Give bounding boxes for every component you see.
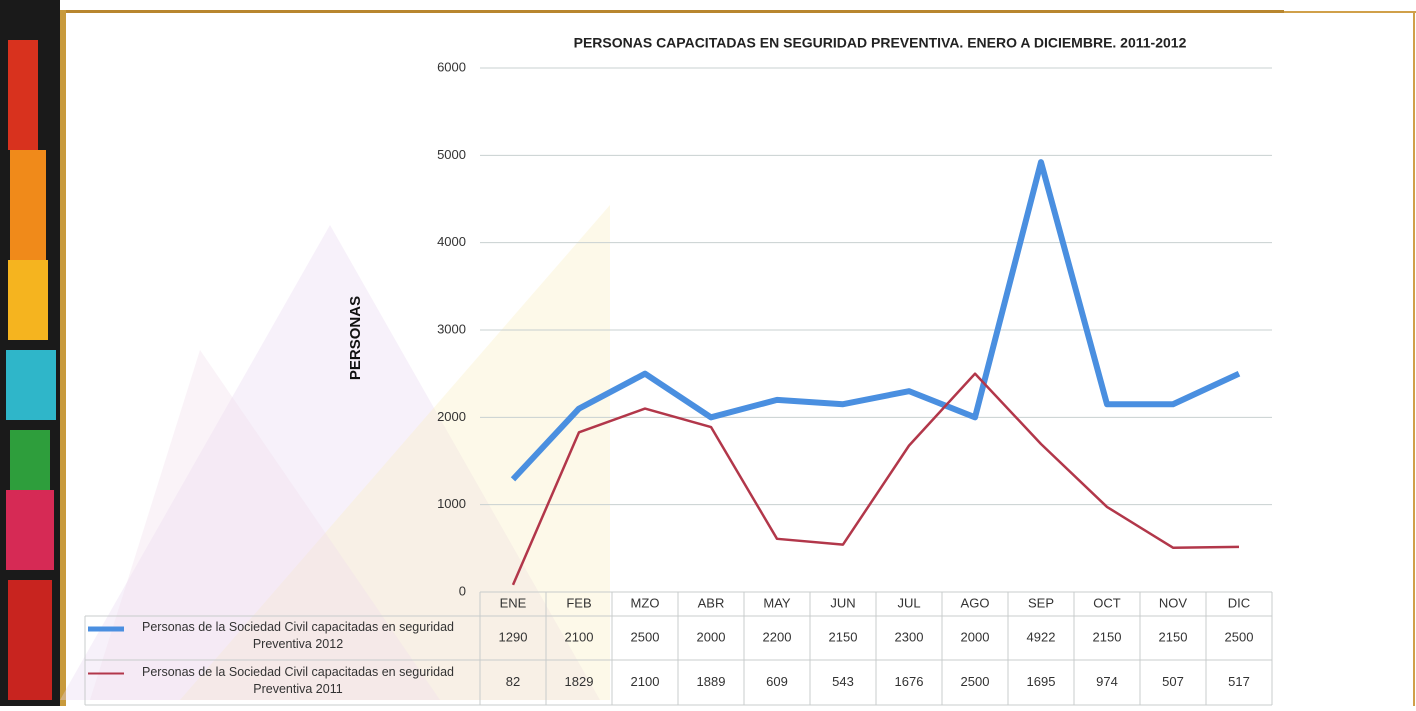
- x-tick-label: DIC: [1228, 595, 1250, 610]
- x-tick-label: FEB: [566, 595, 591, 610]
- table-value: 82: [506, 674, 520, 689]
- table-value: 1676: [895, 674, 924, 689]
- table-value: 1829: [565, 674, 594, 689]
- table-value: 1695: [1027, 674, 1056, 689]
- table-value: 2150: [1093, 629, 1122, 644]
- table-value: 2150: [829, 629, 858, 644]
- y-tick-label: 1000: [437, 496, 466, 511]
- y-tick-label: 0: [459, 583, 466, 598]
- table-value: 2000: [697, 629, 726, 644]
- chart-title: PERSONAS CAPACITADAS EN SEGURIDAD PREVEN…: [574, 35, 1187, 51]
- table-value: 2500: [631, 629, 660, 644]
- page: PERSONAS CAPACITADAS EN SEGURIDAD PREVEN…: [0, 0, 1416, 706]
- legend-label: Personas de la Sociedad Civil capacitada…: [120, 619, 476, 653]
- x-tick-label: MAY: [763, 595, 791, 610]
- x-tick-label: NOV: [1159, 595, 1188, 610]
- y-tick-label: 4000: [437, 234, 466, 249]
- y-tick-label: 3000: [437, 321, 466, 336]
- table-value: 1889: [697, 674, 726, 689]
- table-value: 507: [1162, 674, 1184, 689]
- x-tick-label: SEP: [1028, 595, 1054, 610]
- series-line: [513, 162, 1239, 479]
- x-tick-label: AGO: [961, 595, 990, 610]
- legend-label: Personas de la Sociedad Civil capacitada…: [120, 664, 476, 698]
- table-value: 517: [1228, 674, 1250, 689]
- table-value: 4922: [1027, 629, 1056, 644]
- x-tick-label: ABR: [698, 595, 725, 610]
- table-value: 2300: [895, 629, 924, 644]
- x-tick-label: JUN: [830, 595, 855, 610]
- y-axis-title: PERSONAS: [347, 296, 364, 380]
- table-value: 2100: [631, 674, 660, 689]
- table-value: 2000: [961, 629, 990, 644]
- x-tick-label: OCT: [1093, 595, 1121, 610]
- y-tick-label: 6000: [437, 59, 466, 74]
- table-value: 609: [766, 674, 788, 689]
- table-value: 2500: [1225, 629, 1254, 644]
- table-value: 543: [832, 674, 854, 689]
- y-tick-label: 5000: [437, 147, 466, 162]
- chart: PERSONAS CAPACITADAS EN SEGURIDAD PREVEN…: [0, 0, 1416, 706]
- x-tick-label: MZO: [631, 595, 660, 610]
- table-value: 974: [1096, 674, 1118, 689]
- table-value: 2150: [1159, 629, 1188, 644]
- y-tick-label: 2000: [437, 409, 466, 424]
- table-value: 1290: [499, 629, 528, 644]
- table-value: 2500: [961, 674, 990, 689]
- x-tick-label: JUL: [897, 595, 920, 610]
- table-value: 2200: [763, 629, 792, 644]
- table-value: 2100: [565, 629, 594, 644]
- x-tick-label: ENE: [500, 595, 527, 610]
